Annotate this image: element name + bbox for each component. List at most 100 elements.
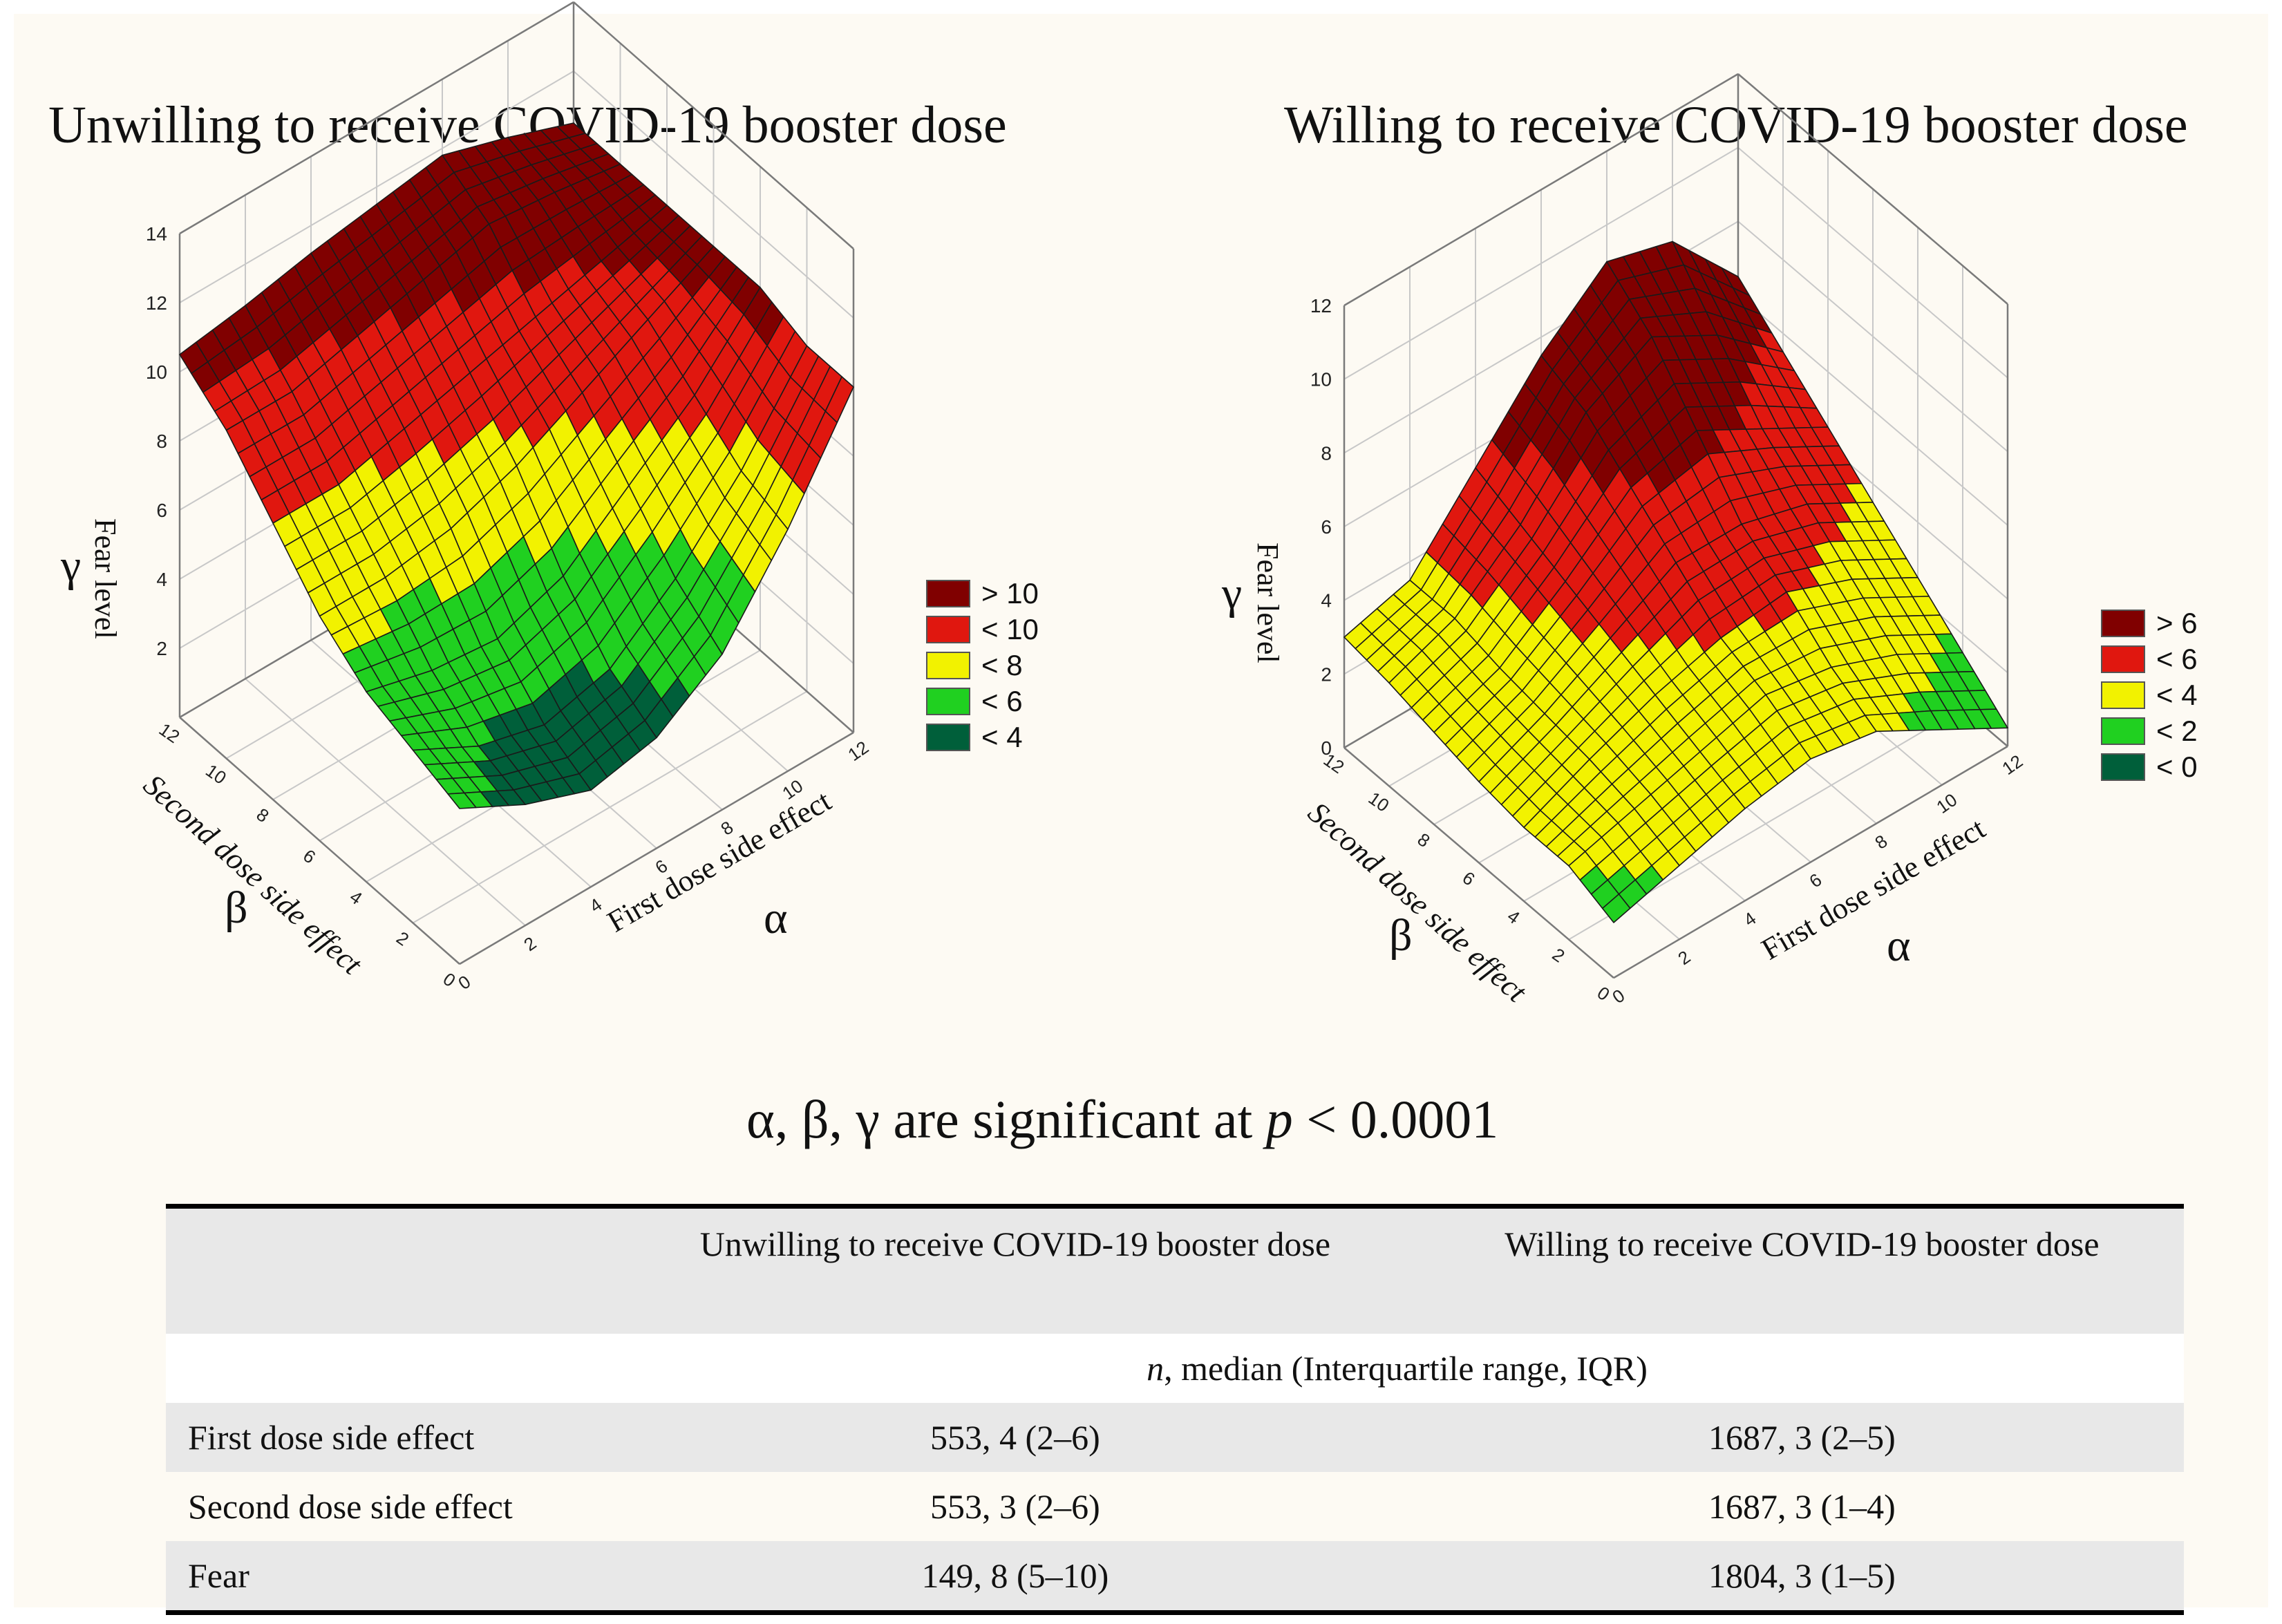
- x-tick-label: 12: [1998, 750, 2026, 779]
- y-axis-label: Second dose side effect: [137, 768, 369, 982]
- z-tick-label: 10: [146, 361, 167, 383]
- x-tick-label: 4: [1739, 908, 1760, 931]
- y-tick-label: 2: [1549, 944, 1569, 967]
- x-axis-symbol: α: [1887, 920, 1911, 971]
- table-row: First dose side effect 553, 4 (2–6) 1687…: [166, 1403, 2184, 1472]
- axis-edge: [179, 1, 574, 235]
- significance-symbols: α, β, γ are significant at: [746, 1089, 1266, 1149]
- y-axis-symbol: β: [1389, 910, 1413, 961]
- x-tick-label: 2: [520, 932, 540, 955]
- axis-edge: [1613, 745, 2008, 979]
- x-axis-symbol: α: [764, 893, 788, 943]
- legend-swatch: [926, 580, 970, 607]
- chart-title: Willing to receive COVID-19 booster dose: [1284, 96, 2188, 154]
- axis-edge: [1343, 73, 1739, 307]
- legend-label: > 6: [2156, 607, 2198, 639]
- surface-cell: [447, 792, 477, 809]
- legend-label: > 10: [981, 577, 1039, 610]
- z-axis-label: Fear level: [88, 518, 122, 639]
- table-cell-unwilling: 149, 8 (5–10): [610, 1541, 1420, 1615]
- legend-label: < 10: [981, 613, 1039, 645]
- table-subheader-text: , median (Interquartile range, IQR): [1164, 1349, 1648, 1388]
- y-tick-label: 6: [1459, 867, 1479, 890]
- z-axis-symbol: γ: [60, 540, 81, 591]
- legend-label: < 6: [2156, 643, 2198, 675]
- z-tick-label: 8: [156, 431, 167, 452]
- table-cell-unwilling: 553, 4 (2–6): [610, 1403, 1420, 1472]
- y-tick-label: 4: [1504, 905, 1524, 928]
- x-tick-label: 2: [1674, 946, 1694, 969]
- z-tick-label: 6: [156, 500, 167, 521]
- z-tick-label: 4: [156, 569, 167, 590]
- y-axis-label: Second dose side effect: [1301, 795, 1534, 1010]
- x-tick-label: 6: [1805, 869, 1825, 892]
- table-header-row: Unwilling to receive COVID-19 booster do…: [166, 1204, 2184, 1334]
- surface: [179, 122, 854, 809]
- surface-cell: [1601, 894, 1631, 923]
- table-cell-unwilling: 553, 3 (2–6): [930, 1487, 1100, 1526]
- gridline: [1343, 147, 1739, 380]
- legend-label: < 4: [981, 721, 1023, 753]
- gridline: [179, 70, 574, 303]
- legend-swatch: [2101, 645, 2145, 673]
- significance-threshold: < 0.0001: [1292, 1089, 1499, 1149]
- table-cell-willing: 1687, 3 (1–4): [1708, 1487, 1896, 1526]
- table-row: Second dose side effect 553, 3 (2–6) 168…: [166, 1472, 2184, 1541]
- chart-panel-unwilling: Unwilling to receive COVID-19 booster do…: [14, 1, 1147, 1064]
- gridline: [573, 70, 854, 319]
- table-row-label: Second dose side effect: [188, 1487, 513, 1526]
- legend-swatch: [926, 724, 970, 751]
- table-header-willing: Willing to receive COVID-19 booster dose: [1420, 1204, 2184, 1334]
- y-tick-label: 10: [202, 760, 230, 789]
- x-tick-label: 10: [1932, 789, 1961, 818]
- surface: [1343, 240, 2008, 923]
- gridline: [1737, 147, 2008, 379]
- z-tick-label: 6: [1321, 516, 1332, 538]
- legend-swatch: [2101, 681, 2145, 709]
- legend-swatch: [2101, 753, 2145, 781]
- legend-swatch: [926, 652, 970, 679]
- z-tick-label: 8: [1321, 442, 1332, 464]
- z-tick-label: 12: [1310, 295, 1332, 317]
- gridline: [1737, 294, 2008, 526]
- table-cell-willing: 1804, 3 (1–5): [1420, 1541, 2184, 1615]
- axis-edge: [573, 1, 854, 249]
- summary-table: Unwilling to receive COVID-19 booster do…: [166, 1204, 2184, 1615]
- gridline: [412, 690, 808, 924]
- y-tick-label: 8: [253, 804, 273, 827]
- table-row: Fear 149, 8 (5–10) 1804, 3 (1–5): [166, 1541, 2184, 1615]
- y-tick-label: 12: [155, 719, 184, 747]
- z-tick-label: 14: [146, 223, 167, 245]
- legend-label: < 6: [981, 685, 1023, 717]
- legend-label: < 4: [2156, 679, 2198, 711]
- table-subheader-n: n: [1147, 1349, 1164, 1388]
- table-header-unwilling: Unwilling to receive COVID-19 booster do…: [610, 1204, 1420, 1334]
- gridline: [1737, 220, 2008, 453]
- legend-swatch: [926, 616, 970, 643]
- x-tick-label: 4: [585, 894, 605, 917]
- table-subheader-row: n, median (Interquartile range, IQR): [166, 1334, 2184, 1403]
- y-tick-label: 6: [299, 845, 319, 868]
- axis-edge: [459, 731, 854, 965]
- legend-label: < 0: [2156, 750, 2198, 783]
- z-tick-label: 10: [1310, 369, 1332, 390]
- z-axis-label: Fear level: [1251, 542, 1285, 663]
- significance-note: α, β, γ are significant at p < 0.0001: [746, 1088, 1498, 1151]
- table-cell-willing: 1687, 3 (2–5): [1420, 1403, 2184, 1472]
- y-tick-label: 4: [346, 886, 366, 909]
- z-tick-label: 0: [1321, 737, 1332, 759]
- x-tick-label: 8: [1871, 831, 1891, 853]
- legend-label: < 8: [981, 649, 1023, 681]
- y-axis-symbol: β: [225, 882, 248, 933]
- table-subheader-spacer: [166, 1334, 610, 1403]
- z-tick-label: 2: [156, 638, 167, 659]
- figure-frame: Unwilling to receive COVID-19 booster do…: [14, 1, 2268, 1615]
- y-tick-label: 8: [1414, 829, 1434, 851]
- x-tick-label: 12: [844, 737, 872, 765]
- legend-swatch: [2101, 717, 2145, 745]
- z-tick-label: 4: [1321, 590, 1332, 612]
- table-header-blank: [166, 1204, 610, 1334]
- table-row-label: Fear: [166, 1541, 610, 1615]
